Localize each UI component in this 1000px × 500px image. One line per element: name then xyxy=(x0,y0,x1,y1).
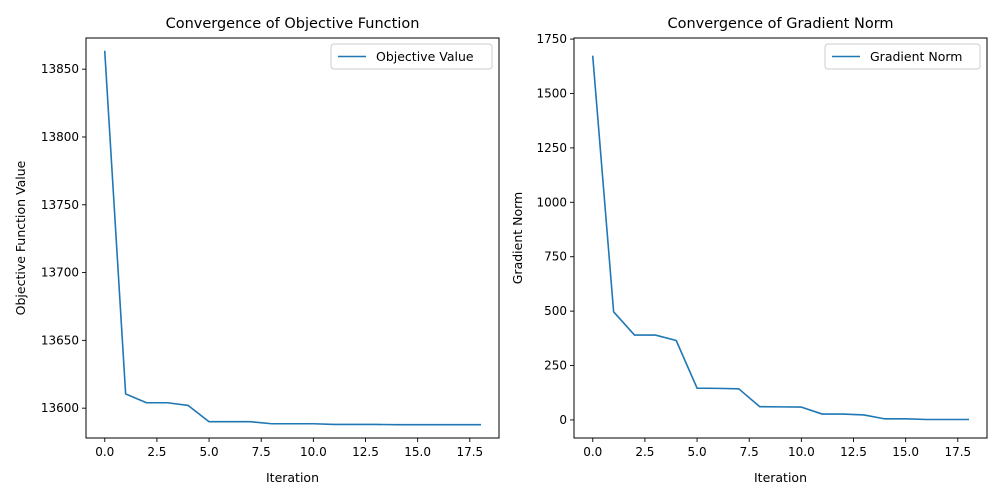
y-tick-label: 13650 xyxy=(41,333,79,347)
legend-label: Gradient Norm xyxy=(870,49,962,64)
plot-area-marks xyxy=(591,55,970,421)
y-tick-label: 13850 xyxy=(41,62,79,76)
x-tick-label: 2.5 xyxy=(635,445,654,459)
y-tick-label: 1750 xyxy=(536,32,567,46)
y-tick-label: 0 xyxy=(559,413,567,427)
gradient-chart: Convergence of Gradient Norm 0.0 2.5 5.0 7.… xyxy=(510,16,988,485)
x-tick-label: 15.0 xyxy=(404,445,431,459)
y-tick-label: 750 xyxy=(544,250,567,264)
x-tick-label: 10.0 xyxy=(300,445,327,459)
x-tick-label: 12.5 xyxy=(840,445,867,459)
legend-label: Objective Value xyxy=(376,49,474,64)
y-ticks: 13600 13650 13700 13750 13800 13850 xyxy=(41,62,86,415)
series-line xyxy=(591,55,970,421)
x-axis-label: Iteration xyxy=(754,470,807,485)
x-axis-label: Iteration xyxy=(266,470,319,485)
plot-area-marks xyxy=(103,50,482,426)
legend: Gradient Norm xyxy=(824,43,981,70)
objective-chart: Convergence of Objective Function 0.0 2.5… xyxy=(13,16,500,485)
x-tick-label: 17.5 xyxy=(456,445,483,459)
x-tick-label: 5.0 xyxy=(200,445,219,459)
y-tick-label: 13800 xyxy=(41,130,79,144)
x-tick-label: 0.0 xyxy=(583,445,602,459)
x-tick-label: 7.5 xyxy=(252,445,271,459)
y-axis-label: Gradient Norm xyxy=(510,192,525,284)
plot-frame xyxy=(85,37,500,439)
x-ticks: 0.0 2.5 5.0 7.5 10.0 12.5 15.0 17.5 xyxy=(583,438,971,459)
chart-title: Convergence of Objective Function xyxy=(166,16,420,32)
series-line xyxy=(103,50,482,426)
x-tick-label: 12.5 xyxy=(352,445,379,459)
plot-frame xyxy=(573,37,988,439)
x-tick-label: 2.5 xyxy=(147,445,166,459)
x-tick-label: 0.0 xyxy=(95,445,114,459)
x-tick-label: 5.0 xyxy=(688,445,707,459)
y-tick-label: 13600 xyxy=(41,401,79,415)
chart-title: Convergence of Gradient Norm xyxy=(667,16,893,32)
y-ticks: 0 250 500 750 1000 1250 1500 1750 xyxy=(536,32,574,427)
y-tick-label: 1250 xyxy=(536,141,567,155)
y-tick-label: 250 xyxy=(544,359,567,373)
x-ticks: 0.0 2.5 5.0 7.5 10.0 12.5 15.0 17.5 xyxy=(95,438,483,459)
legend: Objective Value xyxy=(330,43,493,70)
y-tick-label: 1000 xyxy=(536,195,567,209)
y-tick-label: 13700 xyxy=(41,266,79,280)
y-tick-label: 1500 xyxy=(536,86,567,100)
y-tick-label: 500 xyxy=(544,304,567,318)
x-tick-label: 7.5 xyxy=(740,445,759,459)
y-axis-label: Objective Function Value xyxy=(13,160,28,315)
x-tick-label: 15.0 xyxy=(892,445,919,459)
x-tick-label: 10.0 xyxy=(788,445,815,459)
y-tick-label: 13750 xyxy=(41,198,79,212)
x-tick-label: 17.5 xyxy=(944,445,971,459)
legend-box xyxy=(824,43,981,70)
legend-box xyxy=(330,43,493,70)
